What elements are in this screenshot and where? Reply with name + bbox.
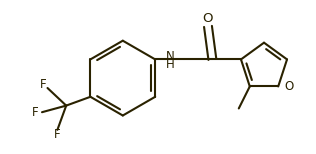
Text: O: O [285, 80, 294, 93]
Text: H: H [166, 58, 175, 71]
Text: F: F [32, 106, 39, 119]
Text: F: F [54, 128, 61, 141]
Text: N: N [166, 50, 175, 63]
Text: O: O [203, 12, 213, 25]
Text: F: F [40, 78, 46, 91]
